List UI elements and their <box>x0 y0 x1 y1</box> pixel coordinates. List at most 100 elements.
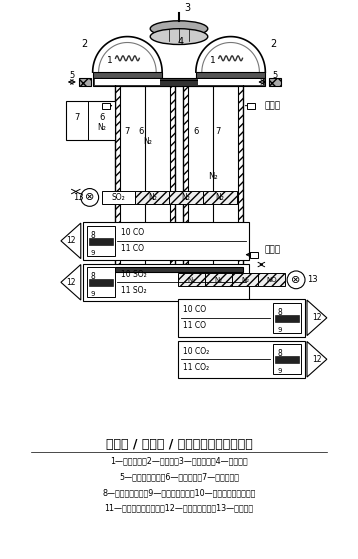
Text: 11 CO: 11 CO <box>121 244 144 253</box>
Text: 8: 8 <box>277 308 282 317</box>
Text: 8: 8 <box>91 231 96 240</box>
Text: N₂: N₂ <box>97 123 106 132</box>
Bar <box>79 78 91 86</box>
Bar <box>89 280 112 286</box>
Bar <box>275 356 299 363</box>
Bar <box>83 263 250 301</box>
Text: 6: 6 <box>99 113 104 122</box>
Bar <box>120 86 170 267</box>
Text: 1—光源灯丝；2—反光镜；3—切片马达；4—切光轮；: 1—光源灯丝；2—反光镜；3—切片马达；4—切光轮； <box>110 456 248 466</box>
Text: 5—光路调整旋钮；6—参比气室；7—测量气室；: 5—光路调整旋钮；6—参比气室；7—测量气室； <box>119 472 239 481</box>
Circle shape <box>81 188 98 206</box>
Text: 9: 9 <box>277 326 282 333</box>
Text: 样气出: 样气出 <box>264 101 280 110</box>
Text: 10 CO: 10 CO <box>121 229 145 238</box>
Text: 双光源 / 双光程 / 四检测器带标定池配置: 双光源 / 双光程 / 四检测器带标定池配置 <box>106 438 252 451</box>
Text: 8: 8 <box>91 272 96 281</box>
Text: 1: 1 <box>107 56 112 65</box>
Polygon shape <box>307 300 327 335</box>
Bar <box>87 268 115 297</box>
Text: N₂: N₂ <box>214 277 222 283</box>
Bar <box>83 222 250 259</box>
Text: 5: 5 <box>273 70 278 79</box>
Text: 12: 12 <box>312 355 322 364</box>
Text: N₂: N₂ <box>215 193 224 202</box>
Text: 5: 5 <box>69 70 74 79</box>
Bar <box>93 72 162 78</box>
Text: 11 CO₂: 11 CO₂ <box>183 363 209 372</box>
Bar <box>238 86 242 267</box>
Bar <box>102 103 110 108</box>
Text: 12: 12 <box>66 278 76 287</box>
Text: 10 CO: 10 CO <box>183 305 206 314</box>
Text: 8—薄膜电容动片；9—薄膜电容定片；10—检测器前接收气室；: 8—薄膜电容动片；9—薄膜电容定片；10—检测器前接收气室； <box>102 488 256 497</box>
Text: 10 CO₂: 10 CO₂ <box>183 347 209 356</box>
Text: N₂: N₂ <box>208 172 218 181</box>
Text: N₂: N₂ <box>182 193 190 202</box>
Polygon shape <box>93 36 162 72</box>
Bar <box>269 78 281 86</box>
Text: 13: 13 <box>73 193 84 202</box>
Text: 8: 8 <box>277 349 282 358</box>
Bar <box>273 344 301 374</box>
Bar <box>196 72 265 78</box>
Text: 9: 9 <box>277 368 282 374</box>
Bar <box>178 340 305 378</box>
Text: 6: 6 <box>193 127 199 136</box>
Bar <box>205 273 232 286</box>
Polygon shape <box>61 223 81 259</box>
Text: ⊗: ⊗ <box>291 275 301 285</box>
Text: 4: 4 <box>178 36 184 46</box>
Bar <box>102 191 135 205</box>
Ellipse shape <box>150 29 208 45</box>
Bar <box>232 273 258 286</box>
Polygon shape <box>61 264 81 300</box>
Text: 7: 7 <box>125 127 130 136</box>
Bar <box>251 252 258 258</box>
Bar <box>93 78 265 86</box>
Bar <box>116 80 242 86</box>
Bar <box>247 103 255 108</box>
Bar <box>89 238 112 245</box>
Bar <box>198 79 263 85</box>
Text: 11 CO: 11 CO <box>183 321 206 330</box>
Text: 7: 7 <box>74 113 79 122</box>
Text: SO₂: SO₂ <box>112 193 125 202</box>
Text: 6: 6 <box>139 127 144 136</box>
Text: 12: 12 <box>312 314 322 323</box>
Bar <box>135 191 169 205</box>
Text: 3: 3 <box>184 3 190 13</box>
Text: 13: 13 <box>307 276 318 285</box>
Bar <box>116 267 242 272</box>
Bar <box>183 86 188 267</box>
Text: 7: 7 <box>215 127 221 136</box>
Text: 11—检测器后接收气室；12—前置放大电路；13—标定气室: 11—检测器后接收气室；12—前置放大电路；13—标定气室 <box>105 504 253 513</box>
Bar <box>66 101 116 140</box>
Text: 9: 9 <box>91 250 95 255</box>
Circle shape <box>287 271 305 288</box>
Text: N₂: N₂ <box>143 137 152 146</box>
Text: NO: NO <box>266 277 277 283</box>
Bar <box>95 79 160 85</box>
Text: 2: 2 <box>82 40 88 50</box>
Bar <box>87 226 115 255</box>
Text: 9: 9 <box>91 291 95 297</box>
Bar <box>170 86 175 267</box>
Bar <box>178 273 205 286</box>
Bar <box>178 299 305 337</box>
Text: 2: 2 <box>270 40 276 50</box>
Text: 11 SO₂: 11 SO₂ <box>121 286 147 295</box>
Text: 1: 1 <box>210 56 216 65</box>
Polygon shape <box>196 36 265 72</box>
Bar <box>258 273 285 286</box>
Text: ⊗: ⊗ <box>85 192 95 202</box>
Text: N₂: N₂ <box>187 277 195 283</box>
Ellipse shape <box>150 21 208 36</box>
Bar <box>203 191 237 205</box>
Bar <box>188 86 238 267</box>
Bar <box>273 303 301 333</box>
Text: N₂: N₂ <box>148 193 157 202</box>
Text: 10 SO₂: 10 SO₂ <box>121 270 147 279</box>
Polygon shape <box>307 342 327 377</box>
Text: 12: 12 <box>66 236 76 245</box>
